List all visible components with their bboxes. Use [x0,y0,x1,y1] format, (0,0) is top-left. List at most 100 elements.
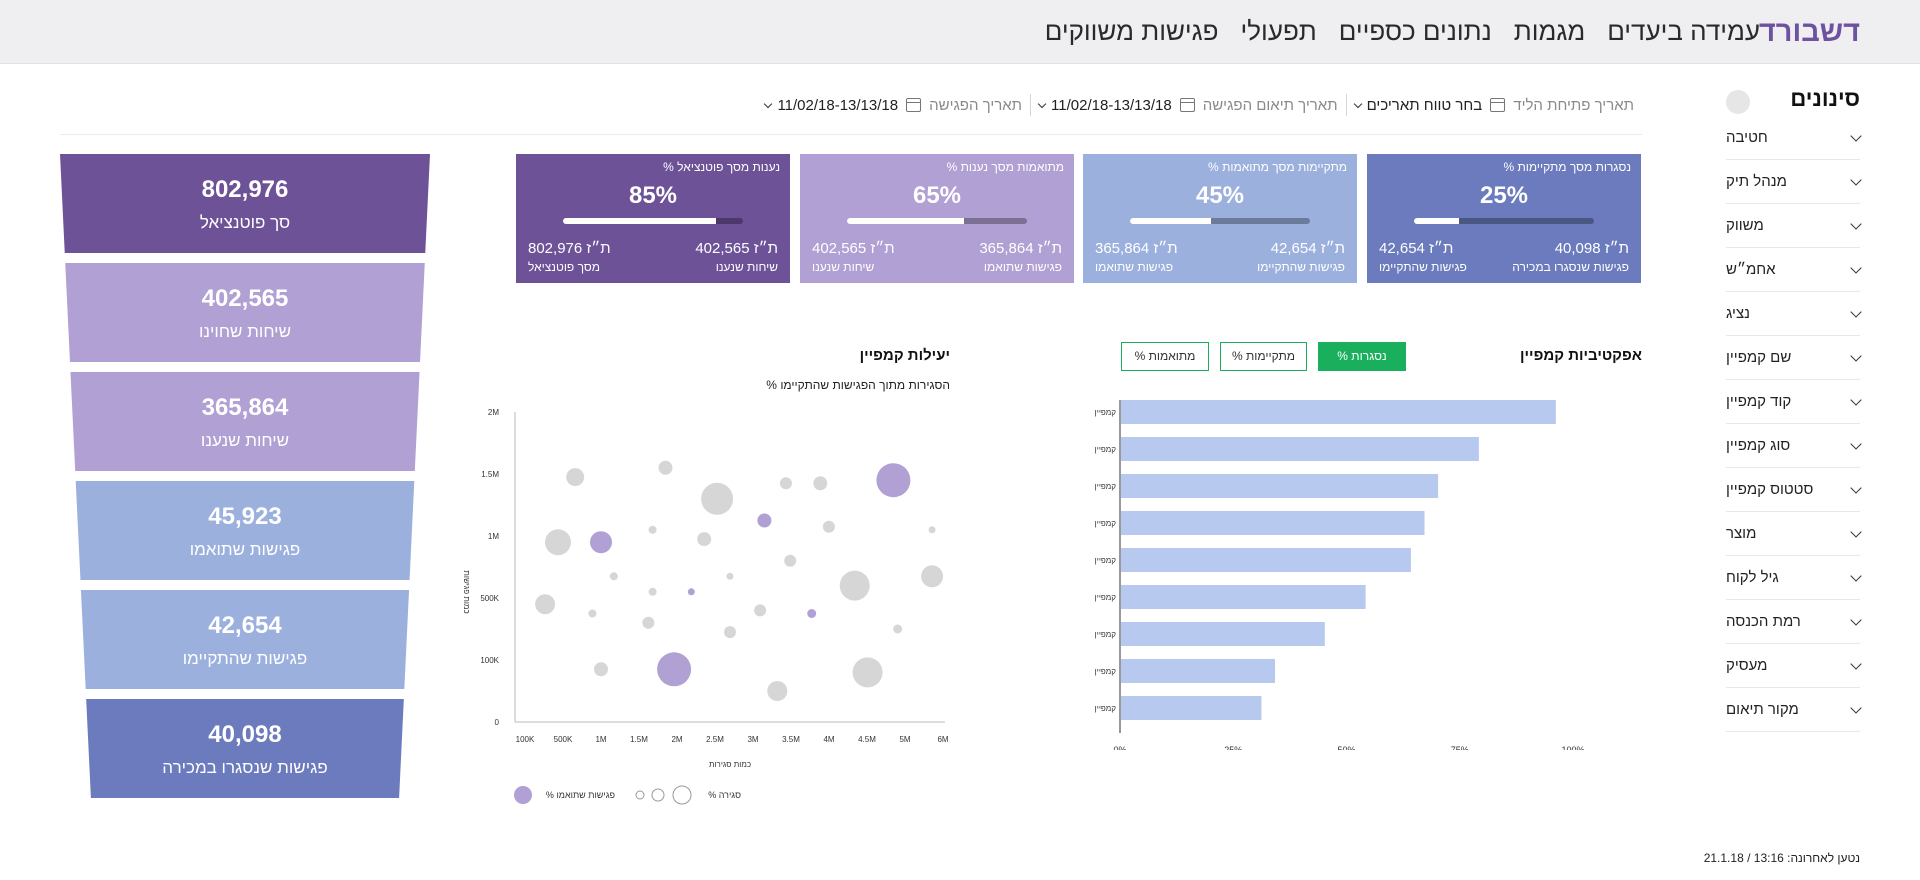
filter-item[interactable]: שם קמפיין [1726,336,1862,380]
bubble-point[interactable] [807,609,817,618]
nav-item-operational[interactable]: תפעולי [1240,16,1317,46]
date-range-select[interactable]: 11/02/18-13/13/18 [1037,97,1172,114]
bubble-point[interactable] [779,477,792,490]
bar[interactable] [1121,474,1439,498]
bubble-point[interactable] [767,681,788,701]
tab-held[interactable]: % מתקיימות [1220,342,1307,371]
filter-item-label: גיל לקוח [1726,569,1779,586]
kpi-progress-bar [847,218,1027,224]
bubble-point[interactable] [928,526,936,534]
funnel-value: 365,864 [202,394,289,421]
filter-item[interactable]: חטיבה [1726,116,1862,160]
bubble-point[interactable] [545,529,571,556]
filter-item[interactable]: גיל לקוח [1726,556,1862,600]
bubble-point[interactable] [726,572,734,580]
bubble-x-tick: 4M [823,735,834,744]
bubble-point[interactable] [609,572,618,581]
kpi-percent: 25% [1479,182,1529,209]
bubble-point[interactable] [642,616,655,629]
filters-toggle-icon[interactable] [1726,90,1750,114]
bubble-point[interactable] [648,587,657,596]
tab-scheduled[interactable]: % מתואמות [1121,342,1209,371]
date-filter-label: תאריך הפגישה [929,96,1023,114]
bar-x-tick: 0% [1113,745,1126,750]
bubble-point[interactable] [566,468,585,487]
bubble-x-tick: 5M [899,735,910,744]
filter-item[interactable]: רמת הכנסה [1726,600,1862,644]
bubble-point[interactable] [687,588,695,596]
campaign-bar-chart: קמפיין קמפיין קמפיין קמפיין קמפיין קמפיין קמפי… [1095,400,1585,750]
filter-item[interactable]: מנהל תיק [1726,160,1862,204]
bubble-point[interactable] [658,460,673,475]
filter-item[interactable]: מעסיק [1726,644,1862,688]
bubble-y-tick: 0 [495,718,500,727]
bubble-y-tick: 1M [488,532,499,541]
nav-item-trends[interactable]: מגמות [1513,16,1586,46]
filter-item[interactable]: קוד קמפיין [1726,380,1862,424]
calendar-icon[interactable] [1179,98,1195,112]
bubble-point[interactable] [839,570,870,601]
date-filter: תאריך תיאום הפגישה 11/02/18-13/13/18 [1031,94,1347,116]
bar-category-label: קמפיין [1095,519,1117,528]
filter-item[interactable]: מקור תיאום [1726,688,1862,732]
kpi-right-label: פגישות שהתקיימו [1257,260,1345,274]
bubble-point[interactable] [893,624,903,634]
nav-item-financial[interactable]: נתונים כספיים [1338,16,1492,46]
bar-chart-title: אפקטיביות קמפיין [1519,347,1642,364]
bubble-point[interactable] [754,604,767,617]
date-range-select[interactable]: בחר טווח תאריכים [1353,97,1482,114]
bar[interactable] [1121,511,1425,535]
bubble-y-tick: 2M [488,408,499,417]
bubble-x-tick: 2.5M [706,735,724,744]
bubble-point[interactable] [813,476,828,491]
kpi-title: % מתואמות מסך נענות [946,160,1064,174]
chevron-down-icon [1850,173,1862,186]
bar[interactable] [1121,622,1325,646]
filter-item[interactable]: מוצר [1726,512,1862,556]
bubble-point[interactable] [876,463,911,498]
bar[interactable] [1121,696,1262,720]
bubble-point[interactable] [594,662,608,677]
bubble-point[interactable] [724,626,736,639]
bar[interactable] [1121,400,1556,424]
filter-item[interactable]: משווק [1726,204,1862,248]
funnel-segment [75,481,415,580]
bar[interactable] [1121,659,1276,683]
funnel-value: 402,565 [202,285,289,312]
filter-item[interactable]: סוג קמפיין [1726,424,1862,468]
bar[interactable] [1121,437,1479,461]
kpi-title: % מתקיימות מסך מתואמות [1208,160,1347,174]
bubble-point[interactable] [535,594,556,615]
bubble-point[interactable] [921,565,944,588]
filter-item[interactable]: סטטוס קמפיין [1726,468,1862,512]
date-range-select[interactable]: 11/02/18-13/13/18 [764,97,898,114]
nav-item-marketer-meetings[interactable]: פגישות משווקים [1044,16,1219,46]
bar-category-label: קמפיין [1095,704,1117,713]
bubble-point[interactable] [648,525,657,534]
filter-item[interactable]: אחמ״ש [1726,248,1862,292]
bubble-point[interactable] [588,609,597,618]
bubble-point[interactable] [590,531,612,554]
bubble-point[interactable] [822,520,835,533]
kpi-card: % נענות מסך פוטנציאל 85% 402,565 ת״ז שיחות … [516,154,790,283]
bubble-point[interactable] [852,657,883,688]
bar[interactable] [1121,548,1411,572]
bubble-point[interactable] [701,482,734,515]
kpi-left-stat: 402,565 ת״ז שיחות שנענו [812,240,895,274]
bubble-point[interactable] [784,554,797,567]
nav-item-targets[interactable]: עמידה ביעדים [1607,16,1760,46]
nav-menu: עמידה ביעדים מגמות נתונים כספיים תפעולי … [1045,16,1760,47]
funnel-label: פגישות שהתקיימו [183,649,307,668]
bubble-y-tick: 100K [480,656,499,665]
tab-closed[interactable]: % נסגרות [1318,342,1406,371]
filter-item-label: מנהל תיק [1726,173,1787,190]
calendar-icon[interactable] [1490,98,1506,112]
bar[interactable] [1121,585,1366,609]
filter-item[interactable]: נציג [1726,292,1862,336]
nav-brand-dashboard[interactable]: דשבורד [1758,16,1860,48]
bubble-point[interactable] [697,532,712,547]
bubble-point[interactable] [657,652,692,687]
bubble-point[interactable] [757,513,772,528]
calendar-icon[interactable] [906,98,922,112]
kpi-right-stat: 365,864 ת״ז פגישות שתואמו [979,240,1062,274]
